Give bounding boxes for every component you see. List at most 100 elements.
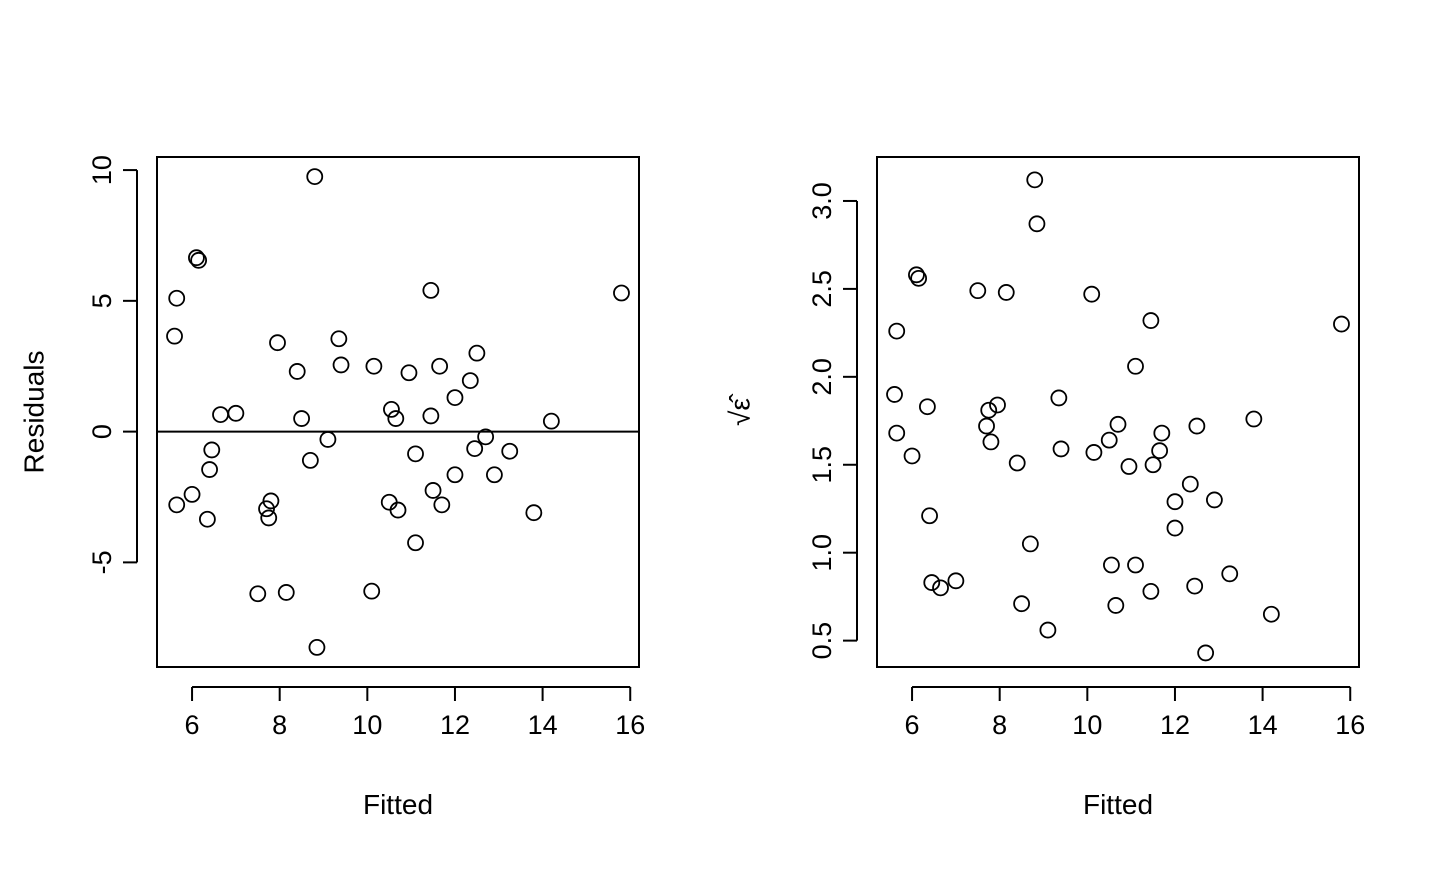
data-point bbox=[1151, 442, 1169, 460]
data-point bbox=[997, 284, 1015, 301]
data-point bbox=[888, 424, 906, 442]
data-point bbox=[190, 251, 208, 269]
data-point bbox=[1083, 285, 1101, 303]
data-point bbox=[422, 407, 440, 425]
data-point bbox=[468, 344, 486, 362]
data-point bbox=[989, 396, 1006, 414]
data-point bbox=[908, 266, 925, 284]
data-point bbox=[1021, 535, 1039, 553]
data-point bbox=[1107, 597, 1125, 614]
data-point bbox=[308, 638, 326, 656]
data-point bbox=[433, 496, 451, 514]
data-point bbox=[306, 168, 324, 186]
data-point bbox=[168, 289, 186, 307]
data-point bbox=[888, 322, 906, 340]
data-point bbox=[407, 445, 424, 463]
data-point bbox=[1188, 417, 1206, 435]
data-point bbox=[1050, 389, 1068, 407]
data-point bbox=[446, 466, 464, 484]
data-point bbox=[330, 330, 348, 348]
y-tick-label: -5 bbox=[87, 550, 117, 574]
data-point bbox=[1262, 605, 1280, 623]
data-point bbox=[1221, 565, 1239, 583]
data-point bbox=[1153, 424, 1171, 442]
data-point bbox=[1166, 493, 1184, 511]
data-point bbox=[380, 493, 398, 511]
data-point bbox=[477, 428, 495, 446]
data-point bbox=[262, 492, 280, 510]
data-point bbox=[198, 510, 216, 528]
data-point bbox=[1166, 519, 1184, 537]
data-point bbox=[260, 509, 278, 527]
data-point bbox=[166, 327, 183, 345]
data-point bbox=[525, 504, 543, 522]
data-point bbox=[461, 372, 479, 390]
plot-frame bbox=[156, 156, 640, 668]
y-tick-label: 0 bbox=[87, 424, 117, 439]
data-point bbox=[1127, 357, 1144, 375]
data-point bbox=[332, 356, 350, 374]
y-tick-label: 1.5 bbox=[807, 446, 837, 484]
data-point bbox=[1181, 475, 1199, 493]
data-point bbox=[980, 401, 998, 419]
data-point bbox=[389, 501, 407, 519]
data-point bbox=[982, 433, 1000, 451]
plot-frame bbox=[876, 156, 1360, 668]
data-point bbox=[424, 482, 442, 499]
data-point bbox=[431, 357, 449, 375]
data-point bbox=[212, 406, 229, 424]
data-point bbox=[1333, 315, 1350, 333]
data-point bbox=[1103, 556, 1120, 574]
data-point bbox=[921, 507, 938, 525]
data-point bbox=[1245, 410, 1263, 428]
data-point bbox=[978, 417, 995, 435]
data-point bbox=[1026, 171, 1044, 189]
data-point bbox=[1127, 556, 1144, 574]
data-point bbox=[932, 579, 949, 597]
data-point bbox=[301, 451, 319, 469]
data-point bbox=[1100, 431, 1118, 449]
data-point bbox=[277, 584, 295, 601]
data-point bbox=[293, 410, 311, 427]
x-axis-title: Fitted bbox=[363, 789, 433, 820]
x-tick-label: 12 bbox=[1160, 710, 1190, 740]
panel-1: 6 8 10 12 14 16 -5 0 5 10 Fitted Residuals bbox=[18, 155, 645, 820]
data-point bbox=[1052, 440, 1070, 458]
data-point bbox=[1186, 577, 1204, 595]
data-point bbox=[201, 461, 218, 478]
data-point bbox=[542, 412, 560, 430]
data-point bbox=[1206, 491, 1223, 509]
data-point bbox=[1013, 595, 1030, 613]
data-point bbox=[422, 281, 440, 299]
data-point bbox=[365, 357, 383, 375]
data-point bbox=[1039, 621, 1057, 639]
y-tick-label: 5 bbox=[87, 293, 117, 308]
data-point bbox=[446, 389, 464, 407]
x-tick-label: 6 bbox=[905, 710, 920, 740]
data-point bbox=[1120, 458, 1138, 475]
y-tick-label: 2.5 bbox=[807, 270, 837, 308]
data-point bbox=[227, 404, 245, 422]
data-point bbox=[501, 442, 519, 460]
data-point bbox=[1142, 582, 1160, 600]
y-tick-label: 0.5 bbox=[807, 622, 837, 660]
x-tick-label: 10 bbox=[1072, 710, 1102, 740]
data-point bbox=[910, 269, 928, 287]
x-tick-label: 6 bbox=[185, 710, 200, 740]
data-point bbox=[183, 485, 201, 503]
y-tick-label: 3.0 bbox=[807, 182, 837, 220]
data-point bbox=[319, 431, 337, 448]
x-tick-label: 14 bbox=[528, 710, 558, 740]
data-point bbox=[407, 534, 424, 552]
data-point bbox=[258, 500, 275, 518]
data-point bbox=[168, 496, 186, 514]
data-point bbox=[1144, 456, 1162, 474]
data-point bbox=[918, 398, 936, 416]
x-tick-label: 14 bbox=[1248, 710, 1278, 740]
data-point bbox=[188, 249, 205, 267]
data-point bbox=[947, 572, 965, 590]
data-point bbox=[1028, 215, 1046, 233]
data-point bbox=[969, 282, 987, 300]
data-point bbox=[1109, 415, 1127, 433]
